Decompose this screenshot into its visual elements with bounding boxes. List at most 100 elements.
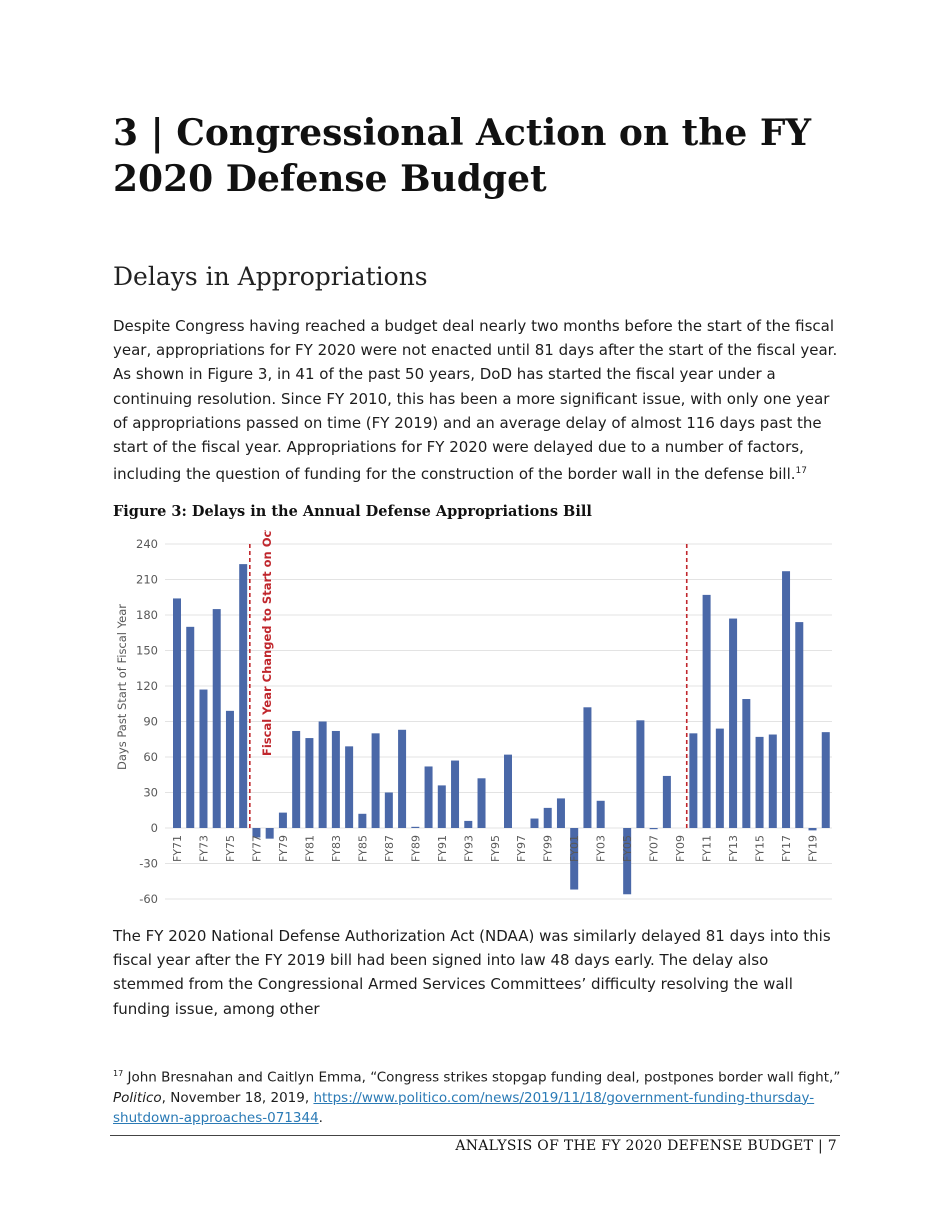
bar-fy11 bbox=[702, 594, 711, 828]
bar-fy06 bbox=[636, 720, 645, 828]
x-tick-label: FY89 bbox=[409, 835, 422, 862]
bar-fy82 bbox=[318, 721, 327, 828]
x-tick-label: FY05 bbox=[621, 835, 634, 862]
bar-fy10 bbox=[689, 733, 698, 828]
bar-fy81 bbox=[305, 738, 314, 828]
page-footer: ANALYSIS OF THE FY 2020 DEFENSE BUDGET |… bbox=[455, 1138, 837, 1154]
footnote: 17 John Bresnahan and Caitlyn Emma, “Con… bbox=[113, 1064, 843, 1128]
y-tick-label: 180 bbox=[136, 608, 158, 622]
bar-fy99 bbox=[543, 807, 552, 828]
bar-fy01 bbox=[570, 828, 579, 890]
bars bbox=[173, 564, 830, 895]
body-paragraph-1: Despite Congress having reached a budget… bbox=[113, 314, 843, 486]
footnote-publication: Politico bbox=[113, 1089, 162, 1106]
reference-lines bbox=[249, 544, 688, 828]
bar-fy79 bbox=[278, 812, 287, 828]
bar-fy74 bbox=[212, 609, 221, 828]
x-tick-label: FY73 bbox=[197, 835, 210, 862]
bar-fy91 bbox=[437, 785, 446, 828]
x-tick-label: FY77 bbox=[250, 835, 263, 862]
x-tick-label: FY19 bbox=[807, 835, 820, 862]
x-tick-label: FY15 bbox=[754, 835, 767, 862]
bar-fy73 bbox=[199, 689, 208, 828]
bar-fy17 bbox=[782, 571, 791, 828]
bar-fy19 bbox=[808, 828, 817, 831]
bar-fy96 bbox=[504, 754, 512, 828]
bar-fy12 bbox=[715, 728, 724, 828]
footnote-link[interactable]: https://www.politico.com/news/2019/11/18… bbox=[113, 1089, 815, 1126]
footnote-text: John Bresnahan and Caitlyn Emma, “Congre… bbox=[123, 1069, 841, 1086]
bar-fy16 bbox=[768, 734, 777, 828]
x-tick-label: FY93 bbox=[462, 835, 475, 862]
bar-fy75 bbox=[225, 710, 234, 828]
bar-fy94 bbox=[477, 778, 486, 828]
bar-fy20 bbox=[821, 732, 830, 828]
reference-line-label: Fiscal Year Changed to Start on Oct 1 bbox=[260, 530, 274, 756]
y-tick-label: 30 bbox=[143, 786, 158, 800]
bar-fy05 bbox=[623, 828, 632, 895]
x-tick-label: FY71 bbox=[171, 835, 184, 862]
x-tick-labels: FY71 FY73 FY75 FY77 FY79 FY81 FY83 FY85 FY87 FY89… bbox=[171, 835, 820, 862]
bar-fy90 bbox=[424, 766, 433, 828]
bar-fy14 bbox=[742, 699, 751, 828]
bar-fy98 bbox=[530, 818, 539, 828]
y-tick-label: 90 bbox=[143, 715, 158, 729]
y-tick-label: 0 bbox=[151, 821, 158, 835]
bar-fy13 bbox=[729, 618, 738, 828]
y-tick-label: 210 bbox=[136, 573, 158, 587]
x-tick-label: FY01 bbox=[568, 835, 581, 862]
x-tick-label: FY95 bbox=[489, 835, 502, 862]
paragraph-text: Despite Congress having reached a budget… bbox=[113, 317, 838, 484]
section-title: Delays in Appropriations bbox=[113, 262, 428, 291]
y-tick-label: 120 bbox=[136, 679, 158, 693]
bar-fy84 bbox=[345, 746, 354, 828]
delays-bar-chart: -60 -30 0 30 60 90 120 150 180 210 240 FY71 FY73 FY7… bbox=[115, 530, 832, 906]
x-tick-label: FY75 bbox=[224, 835, 237, 862]
y-tick-labels: -60 -30 0 30 60 90 120 150 180 210 240 bbox=[136, 537, 158, 906]
bar-fy88 bbox=[398, 729, 407, 828]
bar-fy77 bbox=[252, 828, 261, 838]
y-tick-label: 150 bbox=[136, 644, 158, 658]
bar-fy02 bbox=[583, 707, 592, 828]
x-tick-label: FY85 bbox=[356, 835, 369, 862]
bar-fy00 bbox=[556, 798, 565, 828]
bar-fy86 bbox=[371, 733, 380, 828]
bar-fy03 bbox=[596, 800, 605, 828]
bar-fy78 bbox=[265, 828, 274, 839]
figure-caption: Figure 3: Delays in the Annual Defense A… bbox=[113, 503, 592, 520]
x-tick-label: FY99 bbox=[542, 835, 555, 862]
x-tick-label: FY81 bbox=[303, 835, 316, 862]
bar-fy87 bbox=[384, 792, 393, 828]
x-tick-label: FY09 bbox=[674, 835, 687, 862]
footnote-ref[interactable]: 17 bbox=[795, 466, 807, 477]
bar-fy72 bbox=[186, 626, 195, 828]
y-axis-title: Days Past Start of Fiscal Year bbox=[115, 604, 129, 770]
gridlines bbox=[165, 543, 832, 900]
bar-fy08 bbox=[662, 775, 671, 828]
bar-fy76 bbox=[239, 564, 248, 828]
bar-fy89 bbox=[411, 826, 420, 828]
footnote-end: . bbox=[318, 1109, 323, 1126]
y-tick-label: 240 bbox=[136, 537, 158, 551]
bar-fy18 bbox=[795, 622, 804, 828]
y-tick-label: -30 bbox=[139, 857, 158, 871]
bar-fy85 bbox=[358, 813, 367, 828]
x-tick-label: FY03 bbox=[595, 835, 608, 862]
x-tick-label: FY79 bbox=[277, 835, 290, 862]
x-tick-label: FY97 bbox=[515, 835, 528, 862]
bar-fy93 bbox=[464, 820, 473, 828]
x-tick-label: FY91 bbox=[436, 835, 449, 862]
footnote-number: 17 bbox=[113, 1069, 124, 1078]
body-paragraph-2: The FY 2020 National Defense Authorizati… bbox=[113, 927, 831, 1018]
x-tick-label: FY11 bbox=[701, 835, 714, 862]
chapter-heading: 3 | Congressional Action on the FY 2020 … bbox=[113, 112, 812, 200]
y-tick-label: -60 bbox=[139, 892, 158, 906]
footnote-text-after: , November 18, 2019, bbox=[161, 1089, 314, 1106]
bar-fy80 bbox=[292, 730, 301, 828]
footer-divider bbox=[110, 1135, 840, 1136]
bar-fy07 bbox=[649, 828, 658, 830]
y-tick-label: 60 bbox=[143, 750, 158, 764]
x-tick-label: FY83 bbox=[330, 835, 343, 862]
x-tick-label: FY13 bbox=[727, 835, 740, 862]
